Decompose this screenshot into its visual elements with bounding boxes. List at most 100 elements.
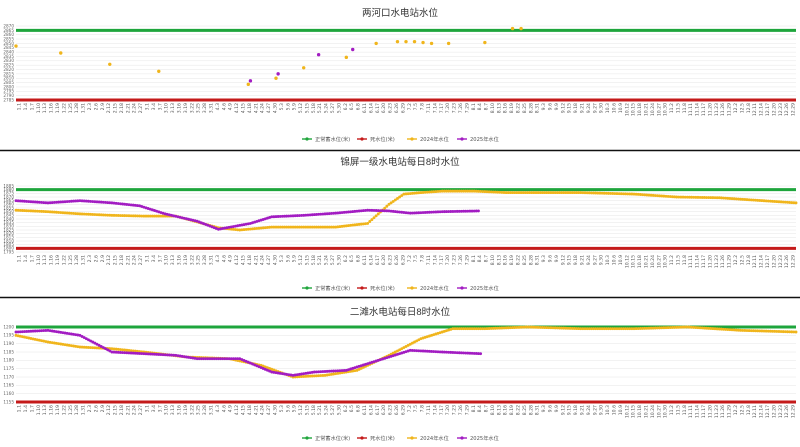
data-point [670, 326, 674, 329]
y-tick-label: 2855 [3, 36, 14, 41]
data-point [715, 327, 719, 331]
data-point [133, 351, 137, 355]
x-tick-label: 6.8 [356, 103, 362, 110]
data-point [295, 373, 299, 377]
data-point [306, 213, 310, 217]
data-point [315, 370, 318, 374]
data-point [310, 374, 314, 378]
data-point [327, 369, 331, 373]
data-point [189, 356, 193, 360]
data-point [438, 350, 442, 354]
x-tick-label: 4.21 [253, 405, 259, 415]
data-point [747, 329, 751, 333]
x-tick-label: 12.8 [746, 405, 752, 415]
data-point [741, 197, 745, 201]
x-tick-label: 4.18 [247, 405, 253, 415]
data-point [790, 330, 794, 334]
data-point [423, 210, 427, 214]
data-point [46, 210, 50, 214]
data-point [136, 214, 139, 218]
data-point [498, 326, 502, 330]
x-tick-label: 4.30 [272, 405, 278, 415]
data-point [14, 199, 18, 203]
data-point [760, 329, 764, 333]
data-point [14, 44, 18, 48]
data-point [112, 350, 116, 354]
data-point [295, 375, 299, 379]
x-tick-label: 9.9 [554, 255, 560, 262]
data-point [35, 200, 39, 204]
data-point [72, 332, 75, 336]
data-point [656, 194, 659, 198]
data-point [131, 351, 135, 355]
x-tick-label: 2.12 [106, 103, 112, 113]
data-point [417, 338, 421, 342]
legend-label: 2024年水位 [420, 284, 449, 292]
data-point [395, 39, 400, 44]
x-tick-label: 2.27 [138, 405, 144, 415]
data-point [683, 325, 687, 329]
data-point [72, 344, 75, 348]
y-tick-label: 1865 [3, 198, 14, 203]
legend-label: 死水位(米) [370, 135, 395, 143]
data-point [125, 351, 129, 355]
x-tick-label: 2.18 [119, 103, 125, 113]
x-tick-label: 10.9 [618, 103, 624, 113]
data-point [276, 371, 280, 375]
data-point [310, 213, 314, 217]
data-point [174, 353, 178, 357]
data-point [187, 355, 191, 359]
data-point [400, 194, 404, 197]
x-tick-label: 10.18 [637, 405, 643, 418]
y-tick-label: 2800 [3, 84, 14, 89]
data-point [446, 41, 451, 46]
data-point [285, 214, 289, 218]
data-point [538, 325, 542, 329]
data-point [442, 189, 446, 193]
x-tick-label: 7.17 [439, 103, 445, 113]
x-tick-label: 1.1 [17, 255, 23, 262]
x-tick-label: 3.7 [157, 103, 163, 110]
data-point [374, 209, 378, 212]
data-point [270, 225, 274, 229]
data-point [334, 225, 338, 229]
data-point [436, 350, 440, 354]
data-point [662, 326, 666, 330]
data-point [114, 213, 118, 217]
data-point [415, 339, 419, 343]
data-point [376, 212, 380, 216]
data-point [112, 213, 116, 217]
data-point [280, 225, 284, 229]
data-point [479, 327, 483, 331]
x-tick-label: 3.4 [151, 255, 157, 262]
x-tick-label: 9.24 [586, 255, 592, 265]
chart-title: 锦屏一级水电站每日8时水位 [340, 156, 460, 168]
data-point [274, 371, 278, 375]
data-point [641, 193, 645, 197]
data-point [101, 213, 105, 217]
data-point [270, 370, 274, 374]
y-tick-label: 1200 [3, 324, 14, 329]
y-tick-label: 1840 [3, 216, 14, 221]
data-point [84, 212, 88, 216]
data-point [702, 196, 706, 199]
data-point [643, 193, 647, 197]
x-tick-label: 1.28 [74, 103, 80, 113]
data-point [293, 373, 297, 377]
data-point [562, 191, 566, 195]
x-tick-label: 9.18 [573, 255, 579, 265]
x-tick-label: 10.12 [624, 103, 630, 116]
data-point [404, 211, 408, 215]
data-point [619, 327, 623, 331]
x-tick-label: 3.13 [170, 103, 176, 113]
data-point [534, 325, 538, 329]
data-point [679, 195, 683, 199]
data-point [349, 210, 353, 214]
data-point [366, 208, 370, 212]
data-point [76, 345, 80, 349]
x-tick-label: 6.11 [362, 103, 368, 113]
data-point [589, 191, 593, 195]
data-point [63, 343, 67, 347]
data-point [76, 333, 80, 337]
x-tick-label: 5.9 [292, 255, 298, 262]
